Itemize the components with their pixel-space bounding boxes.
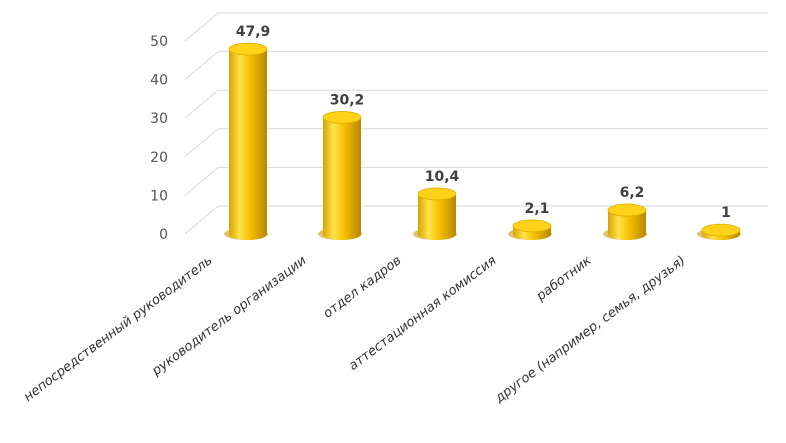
category-label: отдел кадров [321, 253, 405, 321]
bar-top [417, 187, 457, 201]
bar-top [512, 219, 552, 233]
gridline-depth [184, 51, 219, 80]
bar [413, 187, 457, 240]
data-label: 1 [721, 205, 731, 221]
category-label: непосредственный руководитель [21, 253, 215, 405]
category-label: работник [533, 253, 595, 305]
y-tick-label: 30 [150, 111, 168, 127]
bar-top [607, 203, 647, 217]
gridlines [184, 12, 768, 235]
gridline-depth [184, 128, 219, 158]
y-tick-label: 20 [150, 150, 168, 166]
bars [224, 42, 741, 240]
data-label: 2,1 [525, 201, 550, 217]
bar-body [608, 210, 646, 240]
bar-top [228, 42, 268, 56]
data-label: 6,2 [620, 185, 645, 201]
category-labels: непосредственный руководительруководител… [21, 253, 688, 407]
category-label: руководитель организации [149, 253, 310, 379]
y-tick-label: 0 [159, 227, 168, 243]
gridline-depth [184, 12, 219, 42]
gridline-depth [184, 205, 219, 235]
y-tick-label: 10 [150, 188, 168, 204]
category-label: аттестационная комиссия [346, 253, 499, 374]
bar-body [418, 193, 456, 240]
data-label: 47,9 [236, 24, 271, 40]
data-labels: 47,9 30,2 10,4 2,1 6,2 1 [236, 24, 731, 221]
y-tick-label: 40 [150, 73, 168, 89]
bar-top [322, 111, 362, 124]
y-axis-ticks: 0 10 20 30 40 50 [150, 34, 168, 243]
bar-body [323, 117, 361, 240]
bar [318, 111, 362, 240]
bar [603, 203, 647, 240]
data-label: 10,4 [425, 169, 460, 185]
data-label: 30,2 [330, 92, 365, 108]
bar [224, 42, 268, 240]
bar [508, 219, 552, 240]
gridline-depth [184, 167, 219, 196]
bar-body [229, 49, 267, 240]
category-label: другое (например, семья, друзья) [492, 253, 689, 406]
bar [697, 223, 741, 240]
y-tick-label: 50 [150, 34, 168, 50]
gridline-depth [184, 89, 219, 119]
bar-top [701, 223, 741, 237]
